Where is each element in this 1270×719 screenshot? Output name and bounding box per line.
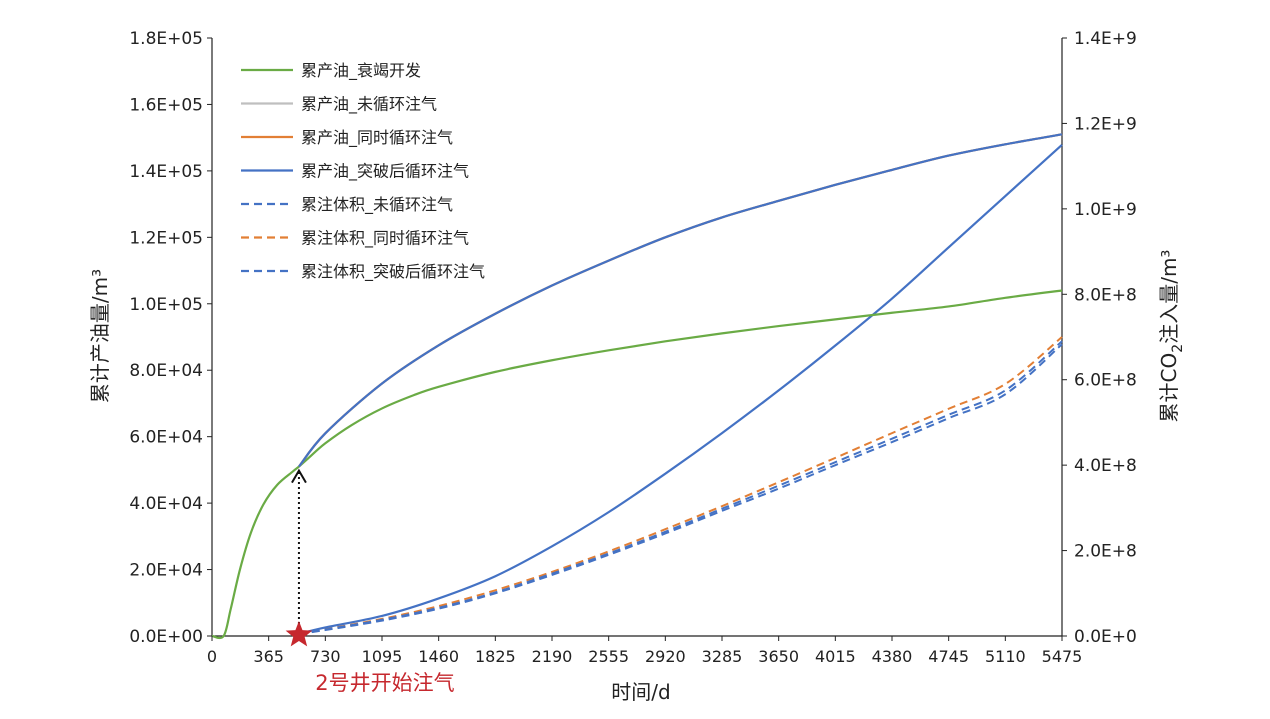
annotation-arrowhead xyxy=(291,468,307,484)
y-left-tick-label: 0.0E+00 xyxy=(129,627,203,647)
legend: 累产油_衰竭开发累产油_未循环注气累产油_同时循环注气累产油_突破后循环注气累注… xyxy=(241,61,485,282)
annotation: 2号井开始注气 xyxy=(285,468,455,695)
x-tick-label: 730 xyxy=(310,647,341,666)
y-right-tick-label: 8.0E+8 xyxy=(1074,285,1137,305)
y-left-tick-label: 2.0E+04 xyxy=(129,561,203,581)
x-axis-title: 时间/d xyxy=(611,680,670,704)
y-right-tick-label: 1.0E+9 xyxy=(1074,200,1137,220)
x-tick-label: 2920 xyxy=(645,647,686,666)
x-tick-label: 2555 xyxy=(588,647,629,666)
y-left-tick-label: 4.0E+04 xyxy=(129,494,203,514)
x-tick-label: 365 xyxy=(253,647,284,666)
series-line-7 xyxy=(298,143,1063,635)
x-tick-label: 0 xyxy=(207,647,217,666)
legend-label-2: 累产油_同时循环注气 xyxy=(301,128,453,148)
series-layer xyxy=(211,133,1063,640)
y-left-tick-label: 6.0E+04 xyxy=(129,428,203,448)
legend-label-4: 累注体积_未循环注气 xyxy=(301,195,453,215)
y-left-tick-label: 1.4E+05 xyxy=(129,162,203,182)
x-tick-label: 1095 xyxy=(362,647,403,666)
x-tick-label: 3650 xyxy=(758,647,799,666)
y-right-title-sub: 2 xyxy=(1170,344,1186,353)
legend-label-6: 累注体积_突破后循环注气 xyxy=(301,262,485,282)
y-right-axis-title: 累计CO2注入量/m³ xyxy=(1157,250,1186,423)
y-right-title-a: 累计CO xyxy=(1157,353,1181,423)
series-line-2 xyxy=(298,133,1063,468)
x-tick-label: 5475 xyxy=(1042,647,1083,666)
y-left-axis-title: 累计产油量/m³ xyxy=(88,269,112,403)
x-tick-label: 4745 xyxy=(928,647,969,666)
y-left-tick-label: 1.6E+05 xyxy=(129,95,203,115)
y-left-tick-label: 1.0E+05 xyxy=(129,295,203,315)
tick-labels: 0 365 730 1095 1460 1825 2190 2555 2920 3285 3650 4… xyxy=(129,29,1137,666)
y-left-tick-label: 1.8E+05 xyxy=(129,29,203,49)
y-right-tick-label: 6.0E+8 xyxy=(1074,371,1137,391)
series-line-4 xyxy=(298,343,1063,635)
legend-label-5: 累注体积_同时循环注气 xyxy=(301,229,469,249)
annotation-label: 2号井开始注气 xyxy=(315,671,454,695)
y-right-tick-label: 0.0E+0 xyxy=(1074,627,1137,647)
legend-label-3: 累产油_突破后循环注气 xyxy=(301,162,469,182)
star-icon xyxy=(285,621,313,647)
y-right-tick-label: 1.2E+9 xyxy=(1074,114,1137,134)
y-left-tick-label: 8.0E+04 xyxy=(129,361,203,381)
series-line-6 xyxy=(298,340,1063,635)
series-line-0 xyxy=(211,289,1063,640)
x-tick-label: 4380 xyxy=(872,647,913,666)
x-tick-label: 1460 xyxy=(418,647,459,666)
y-right-tick-label: 1.4E+9 xyxy=(1074,29,1137,49)
x-tick-label: 2190 xyxy=(532,647,573,666)
x-tick-label: 1825 xyxy=(475,647,516,666)
y-right-title-b: 注入量/m³ xyxy=(1157,250,1181,344)
y-right-tick-label: 4.0E+8 xyxy=(1074,456,1137,476)
x-tick-label: 3285 xyxy=(702,647,743,666)
legend-label-1: 累产油_未循环注气 xyxy=(301,95,437,115)
y-right-tick-label: 2.0E+8 xyxy=(1074,542,1137,562)
x-tick-label: 5110 xyxy=(985,647,1026,666)
y-left-tick-label: 1.2E+05 xyxy=(129,228,203,248)
x-tick-label: 4015 xyxy=(815,647,856,666)
legend-label-0: 累产油_衰竭开发 xyxy=(301,61,421,81)
series-line-3 xyxy=(298,133,1063,468)
series-line-5 xyxy=(298,336,1063,635)
series-line-1 xyxy=(298,133,1063,468)
